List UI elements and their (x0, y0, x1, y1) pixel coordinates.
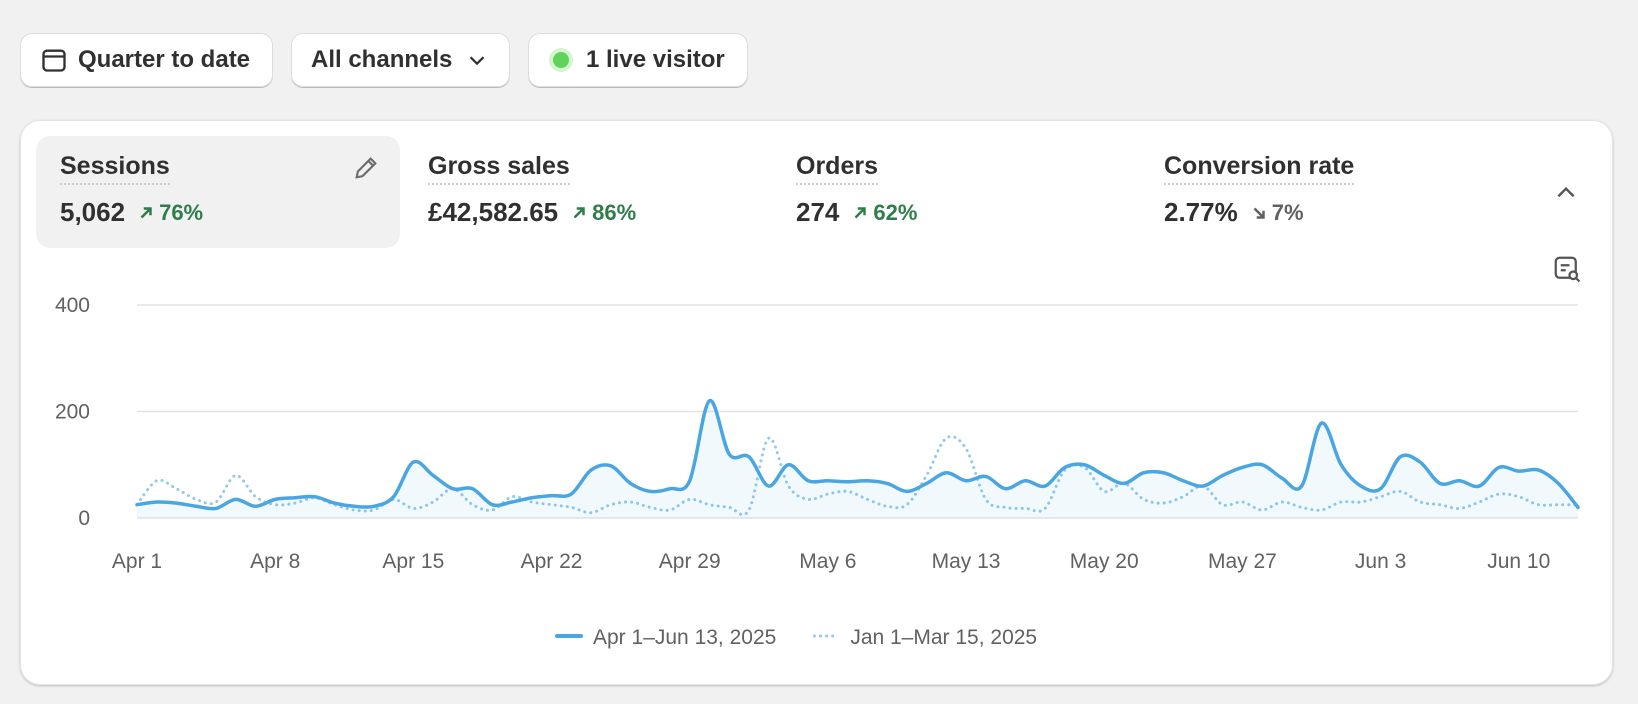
x-tick-label: Apr 15 (382, 550, 444, 573)
x-tick-label: May 6 (799, 550, 856, 573)
metric-value: 274 (796, 197, 840, 227)
date-label: Quarter to date (78, 46, 251, 73)
edit-icon[interactable] (352, 154, 380, 182)
channel-button[interactable]: All channels (291, 33, 510, 87)
metric-change: 76% (137, 200, 203, 226)
y-tick-label: 0 (78, 507, 90, 530)
y-tick-label: 400 (55, 294, 90, 317)
metric: Sessions 5,062 76% (60, 152, 203, 228)
trend-arrow (573, 206, 585, 218)
metric-label-row: Orders (796, 152, 917, 185)
live-dot (549, 48, 573, 72)
live-button[interactable]: 1 live visitor (528, 33, 748, 87)
channel-label: All channels (311, 46, 453, 73)
metric: Conversion rate 2.77% 7% (1164, 152, 1355, 228)
metric-value-row: £42,582.65 86% (428, 197, 636, 228)
trend-arrow (855, 206, 867, 218)
metric-value: £42,582.65 (428, 197, 559, 227)
metric-change: 86% (570, 200, 636, 226)
series-area (137, 400, 1578, 518)
metric-label: Conversion rate (1164, 152, 1355, 185)
metric-label-row: Conversion rate (1164, 152, 1355, 185)
metric-change-value: 76% (159, 199, 204, 225)
metric-label-row: Gross sales (428, 152, 636, 185)
x-tick-label: Jun 3 (1355, 550, 1406, 573)
legend-label: Jan 1–Mar 15, 2025 (850, 626, 1037, 649)
metric-label: Sessions (60, 152, 170, 185)
series-line (135, 399, 1580, 511)
x-tick-label: May 20 (1070, 550, 1139, 573)
metric-change: 7% (1250, 200, 1304, 226)
x-tick-label: Apr 8 (250, 550, 300, 573)
metric-value: 2.77% (1164, 197, 1238, 227)
metric: Orders 274 62% (796, 152, 917, 228)
metric-change-value: 86% (592, 199, 637, 225)
metric-change-value: 62% (873, 199, 918, 225)
insight-icon[interactable] (1552, 254, 1582, 284)
metric-value-row: 5,062 76% (60, 197, 203, 228)
trend-arrow (140, 206, 152, 218)
metric-value: 5,062 (60, 197, 126, 227)
metric-value-row: 2.77% 7% (1164, 197, 1354, 228)
metric-change: 62% (851, 200, 917, 226)
trend-arrow (1253, 207, 1265, 219)
collapse-icon[interactable] (1553, 180, 1579, 206)
x-tick-label: May 27 (1208, 550, 1277, 573)
metric: Gross sales £42,582.65 86% (428, 152, 636, 228)
legend-label: Apr 1–Jun 13, 2025 (593, 626, 776, 649)
calendar-icon (42, 49, 66, 72)
metric-label-row: Sessions (60, 152, 203, 185)
x-tick-label: Jun 10 (1487, 550, 1550, 573)
x-tick-label: May 13 (932, 550, 1001, 573)
selected-tile[interactable] (36, 136, 400, 248)
x-tick-label: Apr 22 (521, 550, 583, 573)
metric-value-row: 274 62% (796, 197, 917, 228)
chevron (470, 56, 485, 66)
metric-change-value: 7% (1271, 199, 1304, 225)
metric-label: Orders (796, 152, 878, 185)
date-button[interactable]: Quarter to date (20, 33, 273, 87)
series-line (135, 434, 1580, 517)
metric-label: Gross sales (428, 152, 570, 185)
live-label: 1 live visitor (586, 46, 725, 73)
x-tick-label: Apr 1 (112, 550, 162, 573)
y-tick-label: 200 (55, 401, 90, 424)
x-tick-label: Apr 29 (659, 550, 721, 573)
